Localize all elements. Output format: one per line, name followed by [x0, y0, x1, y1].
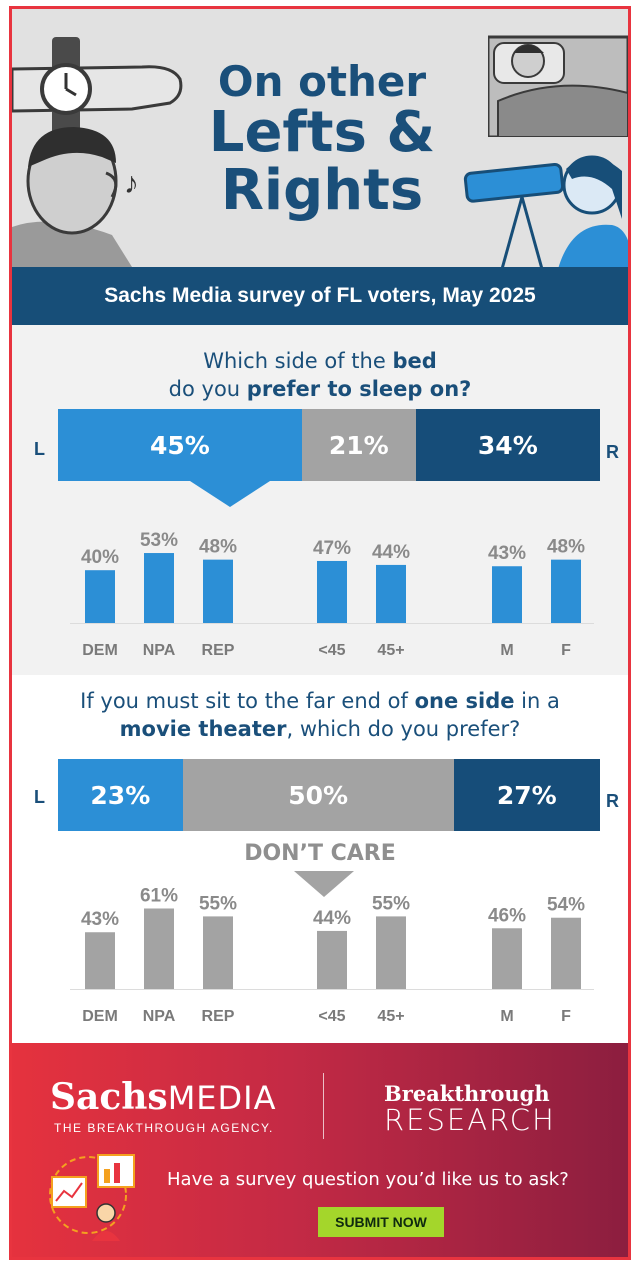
data-label: 54% [547, 895, 585, 916]
sachs-media-logo[interactable]: SachsMEDIA [50, 1079, 276, 1116]
bar-F [551, 917, 581, 989]
stacked-segment-left: 23% [58, 759, 183, 831]
question-2: If you must sit to the far end of one si… [12, 687, 628, 743]
bar-M [492, 928, 522, 989]
category-label: NPA [143, 1008, 176, 1025]
bar-REP [203, 916, 233, 989]
svg-text:♪: ♪ [124, 167, 139, 200]
title-line-2: Lefts & [208, 100, 436, 165]
data-label: 55% [199, 893, 237, 914]
bar-DEM [85, 570, 115, 623]
left-label-1: L [34, 439, 45, 459]
cta-text: Have a survey question you’d like us to … [167, 1169, 569, 1190]
dont-care-label: DON’T CARE [244, 841, 396, 866]
bar-F [551, 559, 581, 623]
category-label: <45 [318, 642, 345, 659]
infographic-frame: ♪ On other Lefts & Rights Sachs Media su… [9, 6, 631, 1260]
survey-source-band: Sachs Media survey of FL voters, May 202… [12, 267, 628, 325]
q2-part-d: movie theater [119, 717, 287, 741]
bar-M [492, 566, 522, 623]
bar-DEM [85, 932, 115, 989]
stacked-segment-middle: 21% [301, 409, 416, 481]
data-label: 40% [81, 547, 119, 568]
research-illustration-icon [49, 1154, 135, 1241]
category-label: F [561, 1008, 571, 1025]
q2-part-e: , which do you prefer? [286, 717, 521, 741]
left-label-2: L [34, 787, 45, 807]
data-label: 61% [140, 885, 178, 906]
page-title: On other Lefts & Rights [162, 61, 482, 219]
telescope-girl-icon [463, 155, 628, 269]
listening-man-icon: ♪ [12, 127, 139, 267]
title-line-1: On other [217, 57, 427, 106]
pointer-triangle-1 [190, 481, 270, 507]
right-label-1: R [606, 442, 619, 462]
stacked-segment-right: 27% [453, 759, 600, 831]
category-label: DEM [82, 642, 118, 659]
bar-<45 [317, 560, 347, 623]
data-label: 55% [372, 893, 410, 914]
bar-45+ [376, 564, 406, 623]
stacked-bar-2: 23% 50% 27% [58, 759, 600, 831]
footer: SachsMEDIA THE BREAKTHROUGH AGENCY. Brea… [12, 1043, 628, 1257]
stacked-segment-left: 45% [58, 409, 302, 481]
stacked-bar-1: 45% 21% 34% [58, 409, 600, 481]
submit-now-button[interactable]: SUBMIT NOW [318, 1207, 444, 1237]
logo1-sachs: Sachs [50, 1076, 168, 1118]
bar-NPA [144, 553, 174, 623]
q1-part-c: do you [168, 377, 247, 401]
category-label: F [561, 642, 571, 659]
q2-part-a: If you must sit to the far end of [80, 689, 415, 713]
data-label: 44% [372, 542, 410, 563]
data-label: 48% [547, 537, 585, 558]
agency-tagline: THE BREAKTHROUGH AGENCY. [54, 1121, 274, 1135]
bar-45+ [376, 916, 406, 989]
category-label: M [500, 642, 513, 659]
q1-part-b: bed [392, 349, 437, 373]
category-label: DEM [82, 1008, 118, 1025]
bar-NPA [144, 908, 174, 989]
stacked-segment-right: 34% [415, 409, 600, 481]
data-label: 43% [81, 909, 119, 930]
logo1-media: MEDIA [167, 1079, 277, 1117]
research-logo-bottom: RESEARCH [384, 1103, 556, 1137]
category-label: 45+ [377, 642, 404, 659]
data-label: 46% [488, 905, 526, 926]
pointer-triangle-2 [294, 871, 354, 897]
question-1: Which side of the bed do you prefer to s… [12, 347, 628, 403]
q2-part-c: in a [514, 689, 560, 713]
category-label: M [500, 1008, 513, 1025]
data-label: 48% [199, 537, 237, 558]
data-label: 47% [313, 538, 351, 559]
breakdown-chart-2: 43% DEM 61% NPA 55% REP 44% <45 55% 45+ 46% M 54% F [70, 885, 594, 1025]
breakdown-chart-1: 40% DEM 53% NPA 48% REP 47% <45 44% 45+ 43% M 48% F [70, 530, 594, 659]
data-label: 44% [313, 908, 351, 929]
breakthrough-logo-top: Breakthrough [384, 1081, 550, 1106]
q2-part-b: one side [414, 689, 515, 713]
header-illustration: ♪ On other Lefts & Rights [12, 9, 628, 269]
category-label: <45 [318, 1008, 345, 1025]
q1-part-d: prefer to sleep on? [246, 377, 472, 401]
data-label: 43% [488, 543, 526, 564]
title-line-3: Rights [220, 158, 424, 223]
right-label-2: R [606, 791, 619, 811]
sleeping-person-icon [488, 35, 628, 137]
wristwatch-icon [12, 37, 183, 139]
logo-divider [323, 1073, 324, 1139]
category-label: NPA [143, 642, 176, 659]
bar-<45 [317, 930, 347, 989]
category-label: REP [202, 1008, 235, 1025]
category-label: 45+ [377, 1008, 404, 1025]
stacked-segment-middle: 50% [182, 759, 454, 831]
data-label: 53% [140, 530, 178, 551]
category-label: REP [202, 642, 235, 659]
q1-part-a: Which side of the [203, 349, 393, 373]
bar-REP [203, 559, 233, 623]
